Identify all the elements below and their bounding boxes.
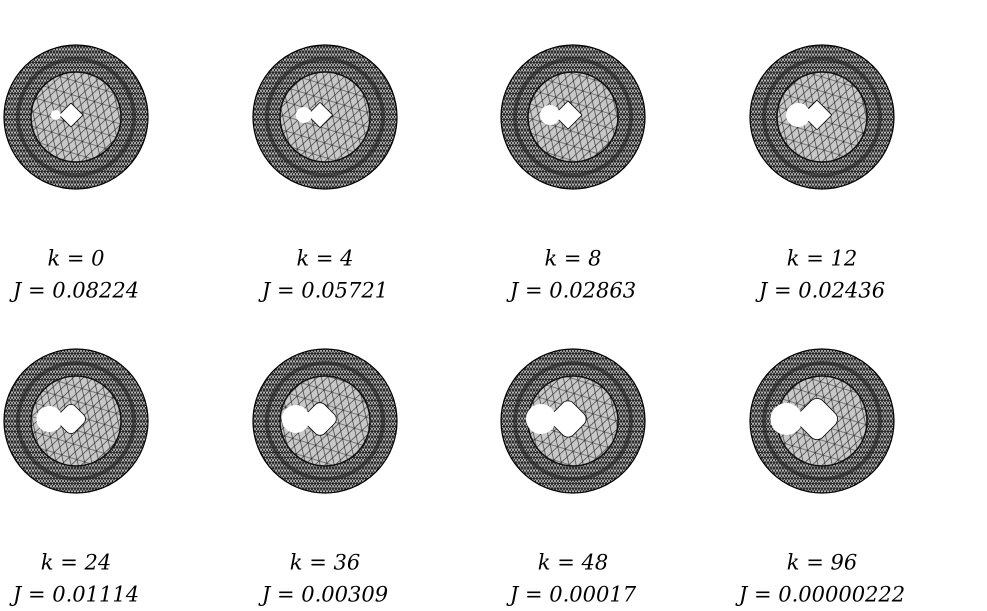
j-label: J = 0.02436 xyxy=(755,279,885,303)
j-label: J = 0.00000222 xyxy=(735,583,905,607)
figure: k = 0 J = 0.08224 k = 4 J = 0.05721 k = 8 J =… xyxy=(0,0,987,611)
j-label: J = 0.00017 xyxy=(506,583,637,607)
k-label: k = 4 xyxy=(296,247,353,271)
j-label: J = 0.05721 xyxy=(258,279,388,303)
mesh-panel: k = 0 J = 0.08224 xyxy=(4,45,148,303)
k-label: k = 8 xyxy=(544,247,601,271)
hole xyxy=(770,403,802,435)
j-label: J = 0.00309 xyxy=(258,583,388,607)
k-label: k = 36 xyxy=(290,551,360,575)
hole xyxy=(36,406,62,432)
mesh-panel: k = 24 J = 0.01114 xyxy=(4,349,148,607)
mesh-panel: k = 96 J = 0.00000222 xyxy=(735,349,905,607)
j-label: J = 0.01114 xyxy=(9,583,139,607)
k-label: k = 96 xyxy=(787,551,857,575)
k-label: k = 0 xyxy=(47,247,104,271)
hole xyxy=(540,105,560,125)
hole xyxy=(282,405,310,433)
j-label: J = 0.02863 xyxy=(506,279,636,303)
hole xyxy=(526,404,556,434)
mesh-panel: k = 36 J = 0.00309 xyxy=(253,349,397,607)
k-label: k = 12 xyxy=(787,247,857,271)
j-label: J = 0.08224 xyxy=(9,279,139,303)
mesh-panel: k = 12 J = 0.02436 xyxy=(750,45,894,303)
hole xyxy=(51,110,61,120)
hole xyxy=(786,103,810,127)
k-label: k = 48 xyxy=(538,551,608,575)
mesh-panel: k = 48 J = 0.00017 xyxy=(501,349,645,607)
mesh-panel: k = 8 J = 0.02863 xyxy=(501,45,645,303)
hole xyxy=(296,107,312,123)
k-label: k = 24 xyxy=(41,551,111,575)
mesh-panel: k = 4 J = 0.05721 xyxy=(253,45,397,303)
